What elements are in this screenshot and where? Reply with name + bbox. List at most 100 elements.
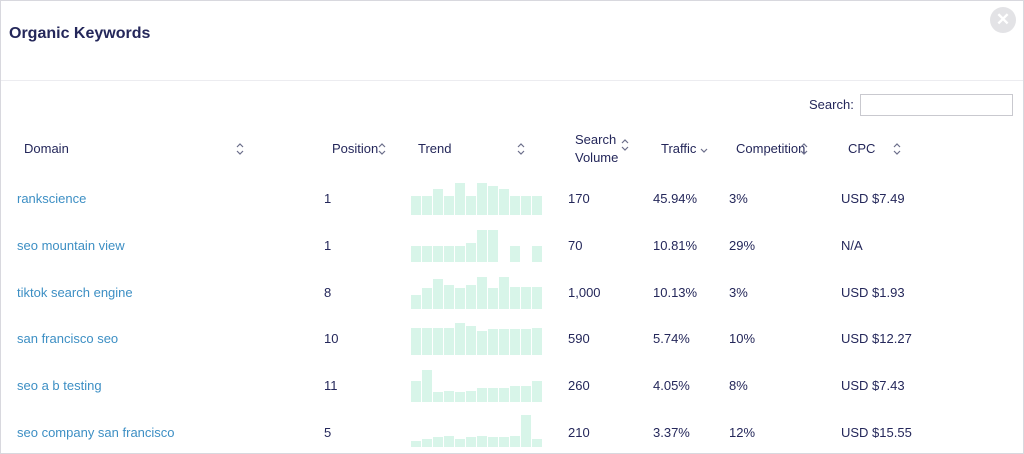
search-volume-cell: 590 xyxy=(568,331,590,346)
competition-cell: 3% xyxy=(729,285,748,300)
trend-bar xyxy=(433,328,443,355)
competition-cell: 12% xyxy=(729,425,756,440)
close-icon[interactable]: ✕ xyxy=(990,7,1016,33)
trend-bar xyxy=(532,196,542,215)
trend-bar xyxy=(411,441,421,447)
column-header-trend[interactable]: Trend xyxy=(418,141,452,156)
trend-sparkline xyxy=(411,370,542,402)
trend-bar xyxy=(488,288,498,309)
search-input[interactable] xyxy=(860,94,1013,116)
trend-bar xyxy=(455,439,465,447)
competition-cell: 10% xyxy=(729,331,756,346)
keyword-link[interactable]: seo a b testing xyxy=(17,378,102,393)
column-header-competition[interactable]: Competition xyxy=(736,141,806,156)
modal-header: Organic Keywords ✕ xyxy=(1,1,1023,81)
trend-bar xyxy=(532,328,542,355)
cpc-cell: USD $1.93 xyxy=(841,285,905,300)
column-header-traffic[interactable]: Traffic xyxy=(661,141,697,156)
trend-bar xyxy=(433,246,443,262)
trend-bar xyxy=(433,279,443,309)
trend-bar xyxy=(455,183,465,215)
trend-bar xyxy=(411,295,421,309)
trend-bar xyxy=(510,246,520,262)
column-header-domain[interactable]: Domain xyxy=(24,141,69,156)
trend-bar xyxy=(466,437,476,447)
trend-bar xyxy=(499,437,509,447)
trend-bar xyxy=(499,329,509,355)
trend-bar xyxy=(466,196,476,215)
traffic-cell: 4.05% xyxy=(653,378,690,393)
column-header-cpc[interactable]: CPC xyxy=(848,141,876,156)
trend-bar xyxy=(411,328,421,355)
search-volume-cell: 210 xyxy=(568,425,590,440)
search-volume-cell: 1,000 xyxy=(568,285,601,300)
trend-bar xyxy=(510,436,520,447)
trend-bar xyxy=(455,246,465,262)
trend-bar xyxy=(488,186,498,215)
trend-bar xyxy=(477,331,487,355)
sort-icon[interactable] xyxy=(235,142,245,156)
trend-bar xyxy=(422,246,432,262)
trend-bar xyxy=(444,246,454,262)
keyword-link[interactable]: seo company san francisco xyxy=(17,425,175,440)
keyword-link[interactable]: tiktok search engine xyxy=(17,285,133,300)
trend-bar xyxy=(521,386,531,402)
trend-bar xyxy=(444,436,454,447)
trend-sparkline xyxy=(411,277,542,309)
trend-bar xyxy=(466,326,476,355)
trend-bar xyxy=(466,391,476,402)
trend-bar xyxy=(510,287,520,309)
keyword-link[interactable]: rankscience xyxy=(17,191,87,206)
competition-cell: 29% xyxy=(729,238,756,253)
trend-bar xyxy=(477,277,487,309)
search-volume-cell: 70 xyxy=(568,238,583,253)
trend-bar xyxy=(521,415,531,447)
trend-sparkline xyxy=(411,415,542,447)
position-cell: 1 xyxy=(324,191,332,206)
trend-bar xyxy=(411,381,421,402)
trend-bar xyxy=(499,388,509,402)
trend-bar xyxy=(510,196,520,215)
keyword-link[interactable]: san francisco seo xyxy=(17,331,119,346)
search-label: Search: xyxy=(809,97,854,112)
trend-bar xyxy=(411,246,421,262)
trend-bar xyxy=(488,437,498,447)
column-header-search-volume-line1: Search xyxy=(575,132,617,147)
trend-bar xyxy=(411,196,421,215)
trend-bar xyxy=(532,381,542,402)
column-header-position[interactable]: Position xyxy=(332,141,379,156)
trend-bar xyxy=(422,439,432,447)
trend-sparkline xyxy=(411,230,542,262)
competition-cell: 8% xyxy=(729,378,748,393)
traffic-cell: 3.37% xyxy=(653,425,690,440)
column-header-search-volume[interactable]: Search Volume xyxy=(575,131,618,167)
trend-bar xyxy=(521,287,531,309)
modal-title: Organic Keywords xyxy=(9,25,151,42)
trend-bar xyxy=(532,287,542,309)
sort-desc-icon[interactable] xyxy=(699,146,709,160)
cpc-cell: USD $15.55 xyxy=(841,425,912,440)
search-volume-cell: 170 xyxy=(568,191,590,206)
trend-bar xyxy=(466,243,476,262)
trend-bar xyxy=(433,392,443,402)
cpc-cell: N/A xyxy=(841,238,863,253)
trend-bar xyxy=(477,183,487,215)
keyword-link[interactable]: seo mountain view xyxy=(17,238,125,253)
trend-bar xyxy=(488,329,498,355)
cpc-cell: USD $7.49 xyxy=(841,191,905,206)
trend-bar xyxy=(422,328,432,355)
position-cell: 8 xyxy=(324,285,332,300)
trend-bar xyxy=(488,388,498,402)
sort-icon[interactable] xyxy=(377,142,387,156)
sort-icon[interactable] xyxy=(516,142,526,156)
sort-icon[interactable] xyxy=(620,138,630,152)
traffic-cell: 10.81% xyxy=(653,238,698,253)
competition-cell: 3% xyxy=(729,191,748,206)
trend-bar xyxy=(422,370,432,402)
trend-bar xyxy=(444,196,454,215)
position-cell: 5 xyxy=(324,425,332,440)
sort-icon[interactable] xyxy=(892,142,902,156)
sort-icon[interactable] xyxy=(799,142,809,156)
trend-bar xyxy=(532,439,542,447)
